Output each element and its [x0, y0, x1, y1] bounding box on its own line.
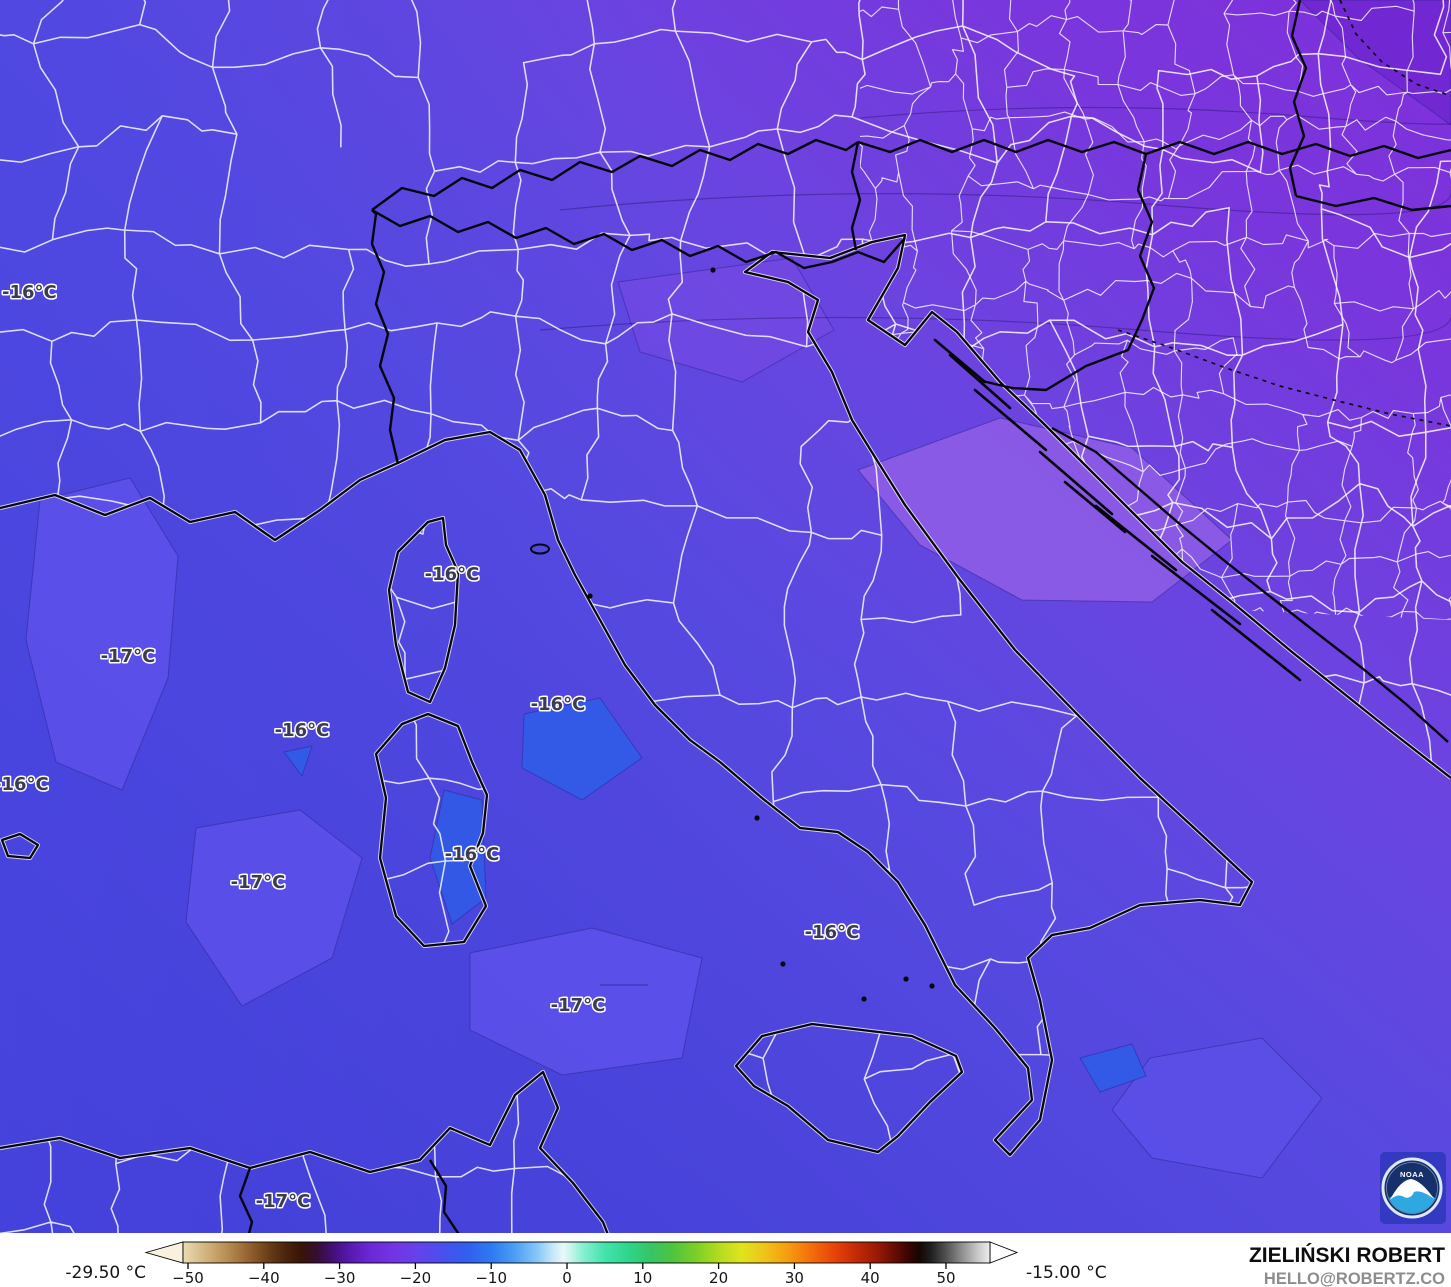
country-border	[850, 141, 862, 251]
croatian-island	[1038, 450, 1114, 516]
colorbar-tick-label: 50	[936, 1269, 955, 1287]
colorbar-max-value: -15.00 °C	[1026, 1263, 1107, 1283]
contour-band-minus16_patch	[521, 697, 643, 801]
contour-band-minus16_patch	[429, 789, 487, 925]
small-island-dot	[929, 983, 935, 989]
temperature-field-left-overlay	[0, 0, 1451, 1233]
country-border	[370, 209, 400, 465]
temperature-labels: -16°C -17°C -16°C -16°C -16°C -16°C -17°C -16°C…	[0, 281, 861, 1214]
contour-band-minus16_patch	[283, 745, 313, 778]
coastline	[0, 1070, 609, 1233]
elba-island	[530, 543, 550, 555]
colorbar-tick-label: 40	[861, 1269, 880, 1287]
map-temp-label: -17°C	[231, 872, 286, 893]
croatian-island	[1150, 554, 1242, 626]
colorbar: −50 −40 −30 −20 −10 0 10 20 30 40 50	[144, 1241, 1019, 1287]
small-island-dot	[903, 976, 909, 982]
country-border	[1051, 426, 1449, 743]
small-island-dot	[780, 961, 786, 967]
contour-band-minus17_patch	[1111, 1037, 1323, 1179]
contour-band-minus17_patch	[469, 927, 703, 1076]
coastline	[0, 832, 40, 860]
attribution-name: ZIELIŃSKI ROBERT	[1249, 1244, 1445, 1267]
small-island-dot	[754, 815, 760, 821]
colorbar-tick-label: 10	[633, 1269, 652, 1287]
coastline	[734, 1022, 964, 1154]
contour-band-minus16_patch	[1079, 1043, 1147, 1093]
colorbar-tick-label: 30	[785, 1269, 804, 1287]
map-temp-label: -16°C	[2, 282, 57, 303]
croatian-island	[933, 338, 987, 384]
small-islands	[587, 267, 1302, 1002]
small-island-dot	[861, 996, 867, 1002]
country-borders	[238, 0, 1451, 1233]
croatian-island	[973, 388, 1048, 452]
noaa-logo: NOAA	[1380, 1152, 1446, 1224]
coastline	[374, 712, 489, 948]
small-island-dot	[710, 267, 716, 273]
map-temp-label: -16°C	[531, 694, 586, 715]
noaa-seagull-icon	[1390, 1179, 1434, 1200]
colorbar-min-value: -29.50 °C	[65, 1263, 146, 1283]
croatian-island	[1210, 608, 1302, 682]
country-border-dashed	[1339, 0, 1451, 97]
map-temp-label: -16°C	[0, 774, 49, 795]
map-temp-label: -17°C	[256, 1191, 311, 1212]
country-border	[1288, 0, 1308, 197]
colorbar-tick-label: 20	[709, 1269, 728, 1287]
map-temp-label: -16°C	[445, 844, 500, 865]
colorbar-gradient-bar	[182, 1241, 991, 1264]
map-temp-label: -16°C	[805, 922, 860, 943]
country-border-dashed	[1117, 329, 1451, 427]
colorbar-tick-label: −30	[324, 1269, 356, 1287]
contour-band-minus17_patch	[25, 477, 179, 791]
country-border	[428, 1159, 460, 1233]
map-temp-label: -16°C	[425, 564, 480, 585]
noaa-logo-text: NOAA	[1400, 1170, 1424, 1179]
coastline	[387, 516, 460, 704]
colorbar-tick-label: −50	[172, 1269, 204, 1287]
coastline	[0, 233, 1451, 1157]
country-border	[977, 153, 1156, 392]
country-border	[371, 138, 859, 211]
coastlines	[0, 232, 1451, 1233]
country-border	[371, 208, 906, 270]
map-temp-label: -17°C	[551, 995, 606, 1016]
map-temp-label: -17°C	[101, 646, 156, 667]
country-border	[238, 1167, 254, 1233]
croatian-island	[1063, 480, 1127, 534]
attribution-email: HELLO@ROBERTZ.CO	[1264, 1270, 1445, 1287]
colorbar-tick-label: −40	[248, 1269, 280, 1287]
croatian-island	[1094, 504, 1178, 572]
contour-band-minus17_patch	[185, 809, 363, 1007]
colorbar-tick-label: −10	[475, 1269, 507, 1287]
colorbar-tick-label: −20	[400, 1269, 432, 1287]
noaa-logo-sea	[1389, 1190, 1435, 1214]
map-temp-label: -16°C	[275, 720, 330, 741]
small-island-dot	[587, 593, 593, 599]
country-border	[1295, 194, 1451, 212]
croatian-island	[948, 353, 1012, 410]
noaa-logo-ring	[1386, 1162, 1438, 1214]
colorbar-tick-label: 0	[562, 1269, 572, 1287]
